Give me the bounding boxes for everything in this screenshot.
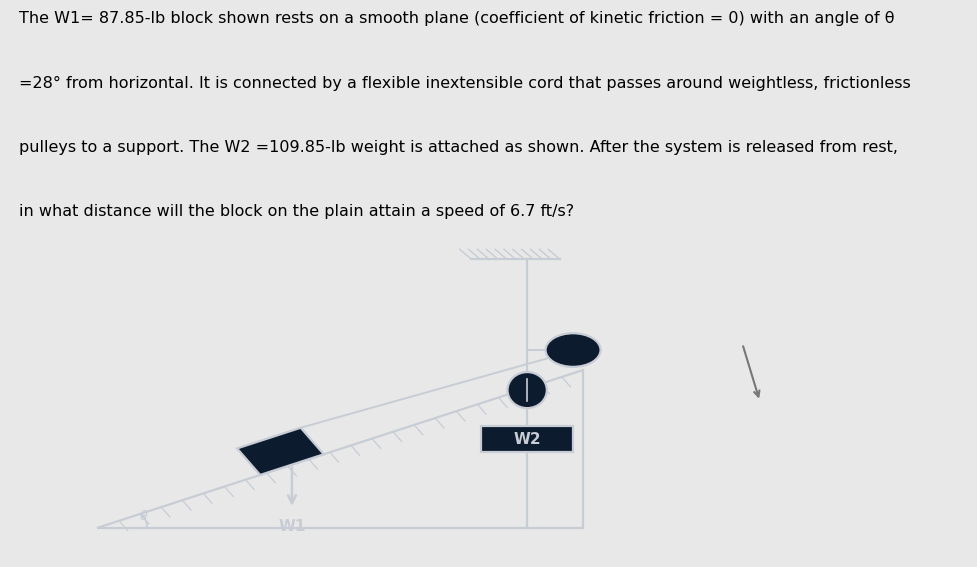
- Circle shape: [545, 333, 600, 367]
- Bar: [481, 426, 573, 452]
- Text: pulleys to a support. The W2 =109.85-lb weight is attached as shown. After the s: pulleys to a support. The W2 =109.85-lb …: [20, 140, 897, 155]
- Polygon shape: [236, 428, 323, 475]
- Text: W2: W2: [513, 431, 540, 447]
- Text: =28° from horizontal. It is connected by a flexible inextensible cord that passe: =28° from horizontal. It is connected by…: [20, 75, 910, 91]
- Text: W1: W1: [278, 519, 306, 534]
- Text: θ: θ: [140, 510, 148, 523]
- Ellipse shape: [507, 372, 546, 408]
- Text: in what distance will the block on the plain attain a speed of 6.7 ft/s?: in what distance will the block on the p…: [20, 204, 573, 219]
- Text: The W1= 87.85-lb block shown rests on a smooth plane (coefficient of kinetic fri: The W1= 87.85-lb block shown rests on a …: [20, 11, 894, 26]
